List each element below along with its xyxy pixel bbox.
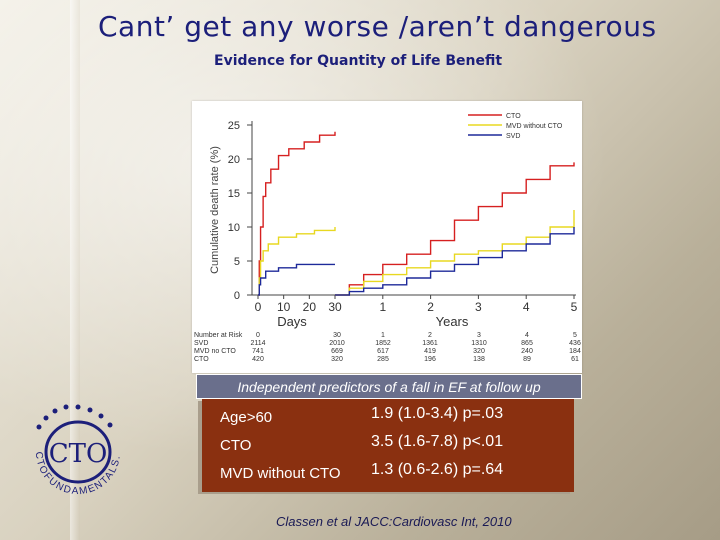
risk-cell: 2 bbox=[428, 332, 432, 339]
risk-cell: 1361 bbox=[422, 340, 438, 347]
slide-subtitle: Evidence for Quantity of Life Benefit bbox=[214, 53, 503, 69]
predictor-row-age: Age>60 1.9 (1.0-3.4) p=.03 bbox=[202, 405, 574, 429]
risk-cell: 5 bbox=[573, 332, 577, 339]
cto-fundamentals-logo: CTO CTOFUNDAMENTALS.ORG bbox=[8, 392, 121, 497]
y-tick-label: 0 bbox=[234, 290, 240, 302]
risk-cell: 240 bbox=[521, 348, 533, 355]
x-axis-label-days: Days bbox=[277, 314, 307, 329]
survival-chart: Cumulative death rate (%) 25 20 15 10 5 0 0 10 20… bbox=[192, 101, 582, 373]
predictor-label: CTO bbox=[220, 437, 252, 454]
x-axis-label-years: Years bbox=[436, 314, 469, 329]
citation: Classen et al JACC:Cardiovasc Int, 2010 bbox=[276, 514, 512, 529]
y-axis-label: Cumulative death rate (%) bbox=[209, 146, 221, 274]
predictors-banner: Independent predictors of a fall in EF a… bbox=[196, 374, 582, 399]
x-tick-label-years: 3 bbox=[475, 300, 482, 314]
risk-cell: 420 bbox=[252, 356, 264, 363]
predictor-row-mvd: MVD without CTO 1.3 (0.6-2.6) p=.64 bbox=[202, 461, 574, 485]
risk-cell: 320 bbox=[331, 356, 343, 363]
risk-row-label: CTO bbox=[194, 356, 209, 363]
risk-cell: 138 bbox=[473, 356, 485, 363]
series-cto-days-line bbox=[258, 131, 336, 296]
x-tick-label-days: 20 bbox=[303, 300, 317, 314]
risk-row-label: SVD bbox=[194, 340, 209, 347]
slide-title: Cant’ get any worse /aren’t dangerous bbox=[98, 10, 657, 43]
x-tick-label-years: 4 bbox=[523, 300, 530, 314]
legend-label-svd: SVD bbox=[506, 133, 520, 140]
x-tick-label-days: 10 bbox=[277, 300, 291, 314]
risk-cell: 30 bbox=[333, 332, 341, 339]
risk-row: SVD 2114 2010 1852 1361 1310 865 436 bbox=[194, 340, 581, 348]
y-tick-label: 25 bbox=[228, 120, 240, 132]
predictor-label: MVD without CTO bbox=[220, 465, 341, 482]
y-tick-label: 15 bbox=[228, 188, 240, 200]
risk-cell: 320 bbox=[473, 348, 485, 355]
series-svd-days-line bbox=[258, 263, 335, 296]
risk-header-row: Number at Risk 0 30 1 2 3 4 5 bbox=[194, 332, 580, 340]
series-cto-years-line bbox=[335, 162, 575, 296]
risk-cell: 0 bbox=[256, 332, 260, 339]
risk-cell: 3 bbox=[477, 332, 481, 339]
predictors-table: Age>60 1.9 (1.0-3.4) p=.03 CTO 3.5 (1.6-… bbox=[202, 399, 574, 492]
risk-cell: 61 bbox=[571, 356, 579, 363]
risk-cell: 1 bbox=[381, 332, 385, 339]
logo-ring bbox=[44, 420, 112, 484]
risk-cell: 2114 bbox=[250, 340, 266, 347]
left-decor-strip bbox=[70, 0, 80, 540]
risk-cell: 1310 bbox=[471, 340, 487, 347]
legend-label-mvd-without-cto: MVD without CTO bbox=[506, 123, 563, 130]
x-tick-label-years: 5 bbox=[571, 300, 578, 314]
risk-cell: 669 bbox=[331, 348, 343, 355]
risk-cell: 285 bbox=[377, 356, 389, 363]
predictor-label: Age>60 bbox=[220, 409, 273, 426]
y-tick-label: 20 bbox=[228, 154, 240, 166]
risk-cell: 436 bbox=[569, 340, 581, 347]
x-tick-label-years: 1 bbox=[379, 300, 386, 314]
risk-cell: 741 bbox=[252, 348, 264, 355]
x-tick-label-days: 30 bbox=[328, 300, 342, 314]
risk-cell: 4 bbox=[525, 332, 529, 339]
predictor-value: 1.9 (1.0-3.4) p=.03 bbox=[371, 405, 504, 422]
y-tick-label: 5 bbox=[234, 256, 240, 268]
series-mvd-without-cto-days-line bbox=[258, 227, 336, 296]
risk-cell: 2010 bbox=[329, 340, 345, 347]
logo-text: CTO bbox=[49, 439, 108, 469]
risk-cell: 184 bbox=[569, 348, 581, 355]
x-tick-label-days: 0 bbox=[255, 300, 262, 314]
risk-cell: 89 bbox=[523, 356, 531, 363]
risk-cell: 1852 bbox=[375, 340, 391, 347]
predictor-value: 3.5 (1.6-7.8) p<.01 bbox=[371, 433, 504, 450]
y-tick-label: 10 bbox=[228, 222, 240, 234]
risk-cell: 617 bbox=[377, 348, 389, 355]
series-svd-years-line bbox=[335, 227, 575, 296]
risk-row: CTO 420 320 285 196 138 89 61 bbox=[194, 356, 580, 364]
legend-label-cto: CTO bbox=[506, 113, 521, 120]
risk-row-label: Number at Risk bbox=[194, 332, 243, 339]
risk-cell: 196 bbox=[424, 356, 436, 363]
series-mvd-without-cto-years-line bbox=[335, 210, 575, 296]
number-at-risk-table: Number at Risk 0 30 1 2 3 4 5 SVD 2114 2010 1852 136… bbox=[194, 332, 581, 364]
risk-cell: 865 bbox=[521, 340, 533, 347]
risk-row-label: MVD no CTO bbox=[194, 348, 236, 355]
predictor-row-cto: CTO 3.5 (1.6-7.8) p<.01 bbox=[202, 433, 574, 457]
predictor-value: 1.3 (0.6-2.6) p=.64 bbox=[371, 461, 504, 478]
risk-cell: 419 bbox=[424, 348, 436, 355]
x-tick-label-years: 2 bbox=[427, 300, 434, 314]
risk-row: MVD no CTO 741 669 617 419 320 240 184 bbox=[194, 348, 581, 356]
